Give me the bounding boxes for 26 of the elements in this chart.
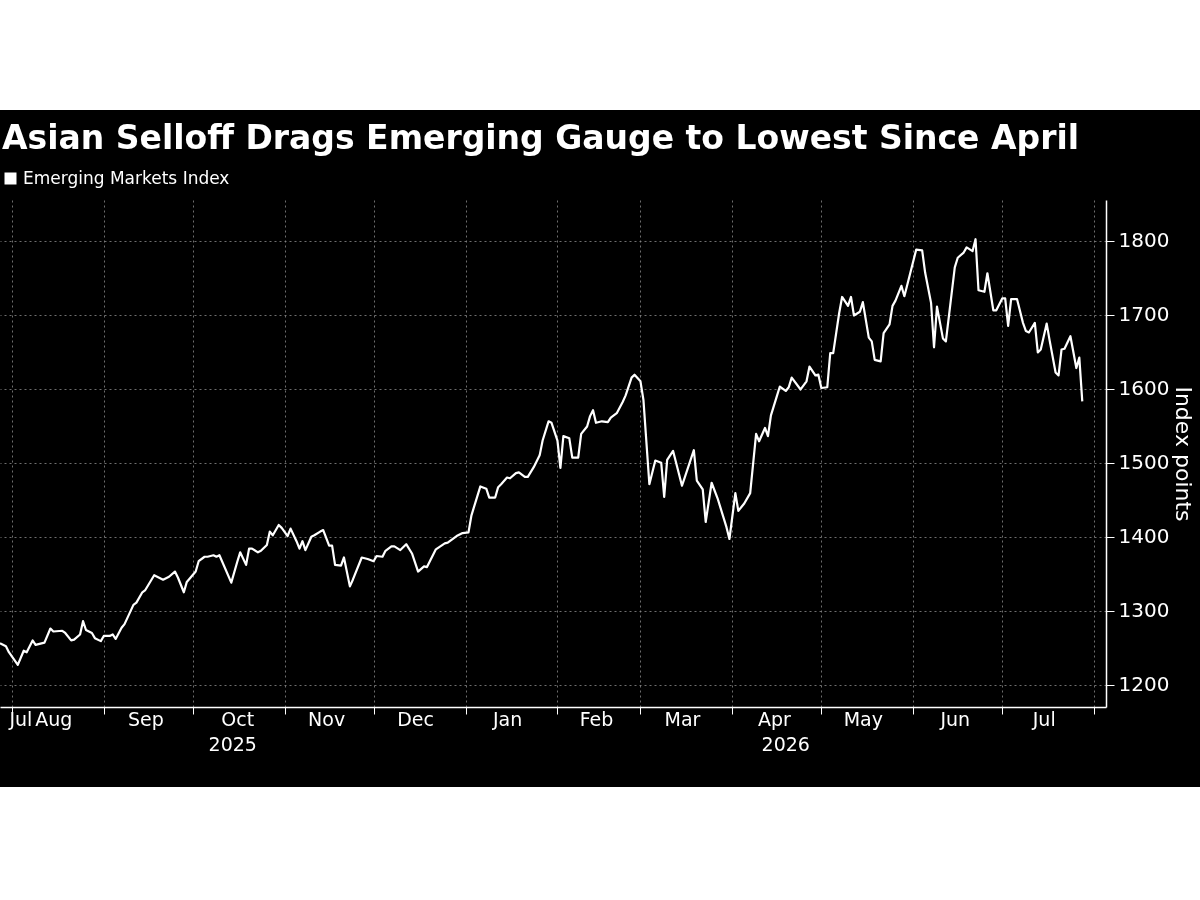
- text: 2025: [208, 733, 257, 755]
- x-tick-label: Jul: [8, 707, 33, 730]
- x-tick-label: Oct: [221, 707, 255, 730]
- x-tick-label: Nov: [308, 707, 346, 730]
- x-tick-label: Aug: [35, 707, 73, 730]
- x-tick-label: Feb: [579, 707, 614, 730]
- y-tick-label: 1200: [1118, 672, 1170, 697]
- y-tick-label: 1300: [1118, 598, 1170, 623]
- x-tick-label: Sep: [127, 707, 164, 730]
- x-tick-label: Mar: [664, 707, 701, 730]
- x-tick-label: Jan: [491, 707, 523, 730]
- y-tick-label: 1600: [1118, 376, 1170, 401]
- x-tick-label: Jul: [1031, 707, 1056, 730]
- y-tick-label: 1800: [1118, 228, 1170, 253]
- x-tick-label: Apr: [757, 707, 792, 730]
- y-tick-label: 1500: [1118, 450, 1170, 475]
- legend-label: Emerging Markets Index: [23, 167, 230, 188]
- text: 2026: [761, 733, 810, 755]
- x-tick-label: Jun: [939, 707, 971, 730]
- x-tick-label: May: [843, 707, 883, 730]
- line-series: [0, 238, 1084, 666]
- y-tick-label: 1400: [1118, 524, 1170, 549]
- y-tick-label: 1700: [1118, 302, 1170, 327]
- y-axis-title: Index points: [1171, 386, 1197, 522]
- chart-title: Asian Selloff Drags Emerging Gauge to Lowest Since April: [2, 118, 1080, 157]
- x-tick-label: Dec: [397, 707, 435, 730]
